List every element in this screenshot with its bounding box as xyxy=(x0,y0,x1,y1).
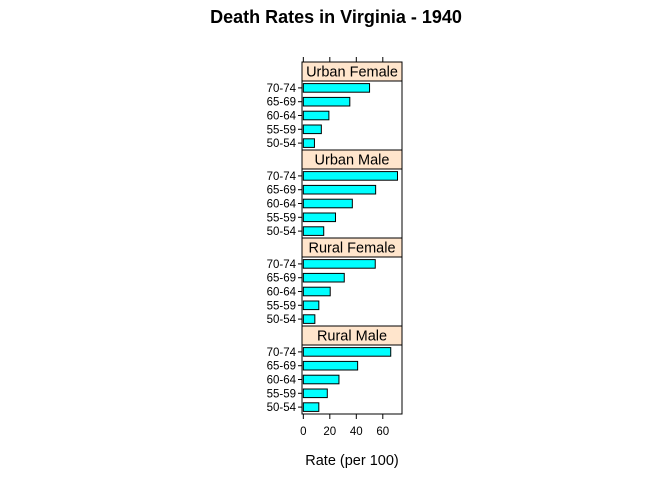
bar-urban-female-70-74 xyxy=(302,83,371,93)
strip-label-rural-male: Rural Male xyxy=(317,329,387,345)
y-tick-label-urban-male-50-54: 50-54 xyxy=(267,226,297,238)
strip-label-rural-female: Rural Female xyxy=(308,241,395,257)
x-tick-label-40: 40 xyxy=(350,426,363,438)
y-tick-label-urban-female-50-54: 50-54 xyxy=(267,138,297,150)
bar-urban-male-70-74 xyxy=(302,171,398,181)
y-tick-label-urban-male-65-69: 65-69 xyxy=(267,185,296,197)
bar-urban-female-60-64 xyxy=(302,110,330,121)
y-tick-label-urban-female-65-69: 65-69 xyxy=(267,97,296,109)
bar-rural-male-65-69 xyxy=(302,360,359,371)
bar-urban-male-60-64 xyxy=(302,198,353,209)
x-tick-label-20: 20 xyxy=(323,426,336,438)
bar-urban-male-50-54 xyxy=(302,226,325,236)
y-tick-label-rural-female-55-59: 55-59 xyxy=(267,300,296,312)
bar-rural-female-60-64 xyxy=(302,286,331,297)
y-tick-label-urban-female-60-64: 60-64 xyxy=(267,111,297,123)
y-tick-label-rural-male-60-64: 60-64 xyxy=(267,375,297,387)
bar-rural-male-70-74 xyxy=(302,347,392,357)
y-tick-label-rural-male-70-74: 70-74 xyxy=(267,347,297,359)
bar-urban-female-65-69 xyxy=(302,96,351,107)
y-tick-label-urban-male-60-64: 60-64 xyxy=(267,199,297,211)
bar-rural-female-55-59 xyxy=(302,300,320,311)
bar-rural-male-55-59 xyxy=(302,388,328,399)
y-tick-label-rural-female-70-74: 70-74 xyxy=(267,259,297,271)
bar-urban-male-65-69 xyxy=(302,184,377,195)
y-tick-label-rural-male-55-59: 55-59 xyxy=(267,388,296,400)
bar-urban-female-55-59 xyxy=(302,124,322,135)
x-tick-label-0: 0 xyxy=(300,426,306,438)
bar-urban-male-55-59 xyxy=(302,212,337,223)
chart-title: Death Rates in Virginia - 1940 xyxy=(210,7,462,27)
x-axis-label: Rate (per 100) xyxy=(305,453,399,469)
y-tick-label-urban-female-70-74: 70-74 xyxy=(267,83,297,95)
x-tick-label-60: 60 xyxy=(376,426,389,438)
bar-rural-male-50-54 xyxy=(302,402,320,412)
y-tick-label-urban-male-70-74: 70-74 xyxy=(267,171,297,183)
y-tick-label-urban-male-55-59: 55-59 xyxy=(267,212,296,224)
y-tick-label-rural-female-50-54: 50-54 xyxy=(267,314,297,326)
y-tick-label-rural-male-65-69: 65-69 xyxy=(267,361,296,373)
y-tick-label-urban-female-55-59: 55-59 xyxy=(267,124,296,136)
bar-rural-male-60-64 xyxy=(302,374,340,385)
panels-layer: Urban Female50-5455-5960-6465-6970-74Urb… xyxy=(267,61,403,415)
x-axis: 0 20 40 60 xyxy=(300,57,389,438)
y-tick-label-rural-female-65-69: 65-69 xyxy=(267,273,296,285)
bar-urban-female-50-54 xyxy=(302,138,315,148)
bar-rural-female-50-54 xyxy=(302,314,316,324)
bar-rural-female-70-74 xyxy=(302,259,376,269)
strip-label-urban-male: Urban Male xyxy=(315,153,390,169)
strip-label-urban-female: Urban Female xyxy=(306,65,398,81)
y-tick-label-rural-female-60-64: 60-64 xyxy=(267,287,297,299)
bar-rural-female-65-69 xyxy=(302,272,345,283)
y-tick-label-rural-male-50-54: 50-54 xyxy=(267,402,297,414)
